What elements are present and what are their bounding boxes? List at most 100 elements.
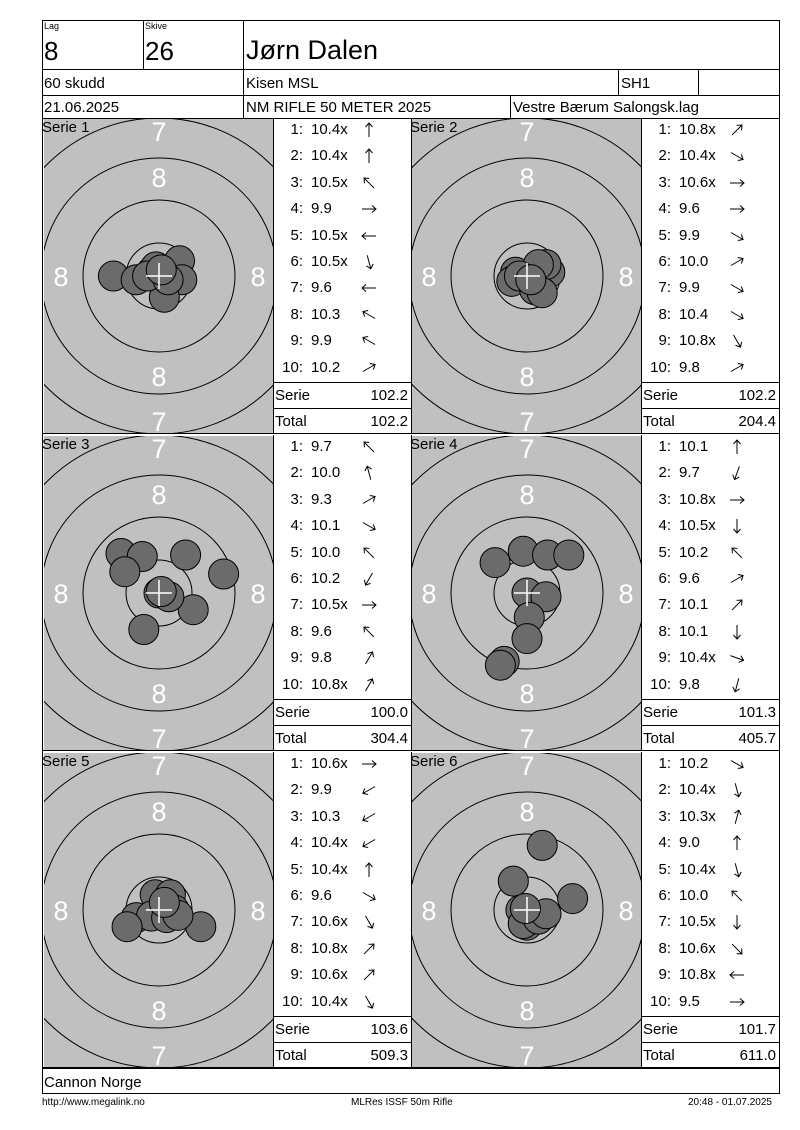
shot-hole bbox=[509, 892, 541, 924]
shot-row: 8: 10.8x bbox=[277, 936, 411, 962]
ring-number: 7 bbox=[151, 1041, 166, 1068]
shot-number: 1: bbox=[658, 438, 671, 455]
shot-score: 10.4x bbox=[679, 781, 716, 799]
summary-label: Total bbox=[275, 730, 307, 747]
shot-direction-arrow-icon bbox=[731, 124, 743, 136]
shot-score: 9.8 bbox=[679, 675, 700, 693]
target-ring bbox=[44, 157, 273, 395]
shot-number: 4: bbox=[290, 517, 303, 535]
shot-number: 4: bbox=[290, 200, 303, 218]
footer-url[interactable]: http://www.megalink.no bbox=[42, 1097, 145, 1108]
target-ring bbox=[82, 833, 236, 987]
shot-hole bbox=[515, 264, 547, 296]
shot-number: 2: bbox=[658, 464, 671, 482]
shot-hole bbox=[170, 539, 202, 571]
shot-score: 10.5x bbox=[311, 226, 348, 244]
shot-direction-arrow-icon bbox=[733, 334, 743, 348]
serie-title: Serie 3 bbox=[42, 436, 90, 453]
shot-row: 10: 10.8x bbox=[277, 672, 411, 698]
shot-score: 10.0 bbox=[311, 543, 341, 561]
summary-value: 509.3 bbox=[370, 1047, 408, 1064]
total-score-row: Total 509.3 bbox=[273, 1043, 411, 1069]
target-ring bbox=[44, 791, 273, 1029]
shot-score: 10.8x bbox=[311, 939, 348, 957]
shot-direction-arrow-icon bbox=[363, 441, 375, 453]
shot-number: 7: bbox=[658, 913, 671, 931]
target-image: 7 8 8 7 8 8 bbox=[44, 753, 273, 1068]
sponsor: Cannon Norge bbox=[44, 1074, 142, 1091]
shot-direction-arrow-icon bbox=[733, 439, 741, 454]
shot-number: 1: bbox=[290, 755, 303, 772]
shot-direction-arrow-icon bbox=[730, 205, 745, 214]
ring-number: 8 bbox=[421, 579, 436, 609]
shot-score: 10.8x bbox=[679, 332, 716, 350]
shot-row: 9: 10.8x bbox=[645, 962, 779, 988]
shot-row: 7: 10.1 bbox=[645, 592, 779, 618]
target-image: 7 8 8 7 8 8 bbox=[412, 753, 641, 1068]
shot-direction-arrow-icon bbox=[362, 336, 376, 346]
ring-number: 7 bbox=[151, 724, 166, 751]
ring-number: 8 bbox=[519, 996, 534, 1026]
shot-row: 2: 10.0 bbox=[277, 460, 411, 486]
shot-direction-arrow-icon bbox=[363, 969, 375, 981]
summary-value: 100.0 bbox=[370, 704, 408, 721]
shot-row: 9: 10.6x bbox=[277, 962, 411, 988]
center-cross bbox=[514, 580, 540, 606]
ring-number: 7 bbox=[151, 753, 166, 781]
shot-score: 10.6x bbox=[679, 173, 716, 191]
total-score-row: Total 102.2 bbox=[273, 409, 411, 435]
summary-value: 611.0 bbox=[739, 1047, 776, 1064]
shot-score: 10.2 bbox=[311, 358, 341, 376]
shot-row: 5: 10.5x bbox=[277, 223, 411, 249]
shot-number: 6: bbox=[290, 887, 303, 904]
shot-direction-arrow-icon bbox=[365, 677, 375, 691]
shot-direction-arrow-icon bbox=[365, 122, 373, 137]
shot-number: 6: bbox=[658, 887, 671, 904]
summary-value: 102.2 bbox=[370, 387, 408, 404]
shot-row: 4: 10.1 bbox=[277, 513, 411, 539]
shot-score: 9.6 bbox=[679, 200, 700, 218]
shot-score: 10.1 bbox=[679, 596, 709, 614]
shot-row: 2: 9.9 bbox=[277, 777, 411, 803]
ring-number: 7 bbox=[519, 1041, 534, 1068]
shot-row: 1: 10.2 bbox=[645, 751, 779, 777]
shot-row: 1: 9.7 bbox=[277, 434, 411, 460]
shot-score: 10.5x bbox=[311, 596, 348, 614]
shot-number: 3: bbox=[290, 807, 303, 825]
shot-number: 8: bbox=[658, 305, 671, 323]
shot-score: 10.4x bbox=[311, 834, 348, 852]
shot-row: 10: 9.5 bbox=[645, 989, 779, 1015]
ring-number: 8 bbox=[151, 996, 166, 1026]
class-code: SH1 bbox=[621, 75, 651, 92]
shot-row: 8: 10.4 bbox=[645, 302, 779, 328]
shot-number: 3: bbox=[658, 490, 671, 508]
shot-score: 10.4x bbox=[311, 860, 348, 878]
shot-row: 3: 10.5x bbox=[277, 170, 411, 196]
shot-score: 10.4x bbox=[679, 860, 716, 878]
summary-label: Serie bbox=[275, 704, 311, 721]
shot-hole bbox=[111, 911, 143, 943]
ring-number: 8 bbox=[618, 262, 633, 292]
shot-direction-arrow-icon bbox=[362, 892, 376, 902]
shot-direction-arrow-icon bbox=[730, 310, 744, 320]
shot-direction-arrow-icon bbox=[362, 760, 377, 768]
ring-number: 7 bbox=[151, 436, 166, 464]
shot-direction-arrow-icon bbox=[363, 943, 375, 955]
summary-value: 405.7 bbox=[738, 730, 776, 747]
ring-number: 8 bbox=[151, 362, 166, 392]
footer-timestamp: 20:48 - 01.07.2025 bbox=[688, 1097, 772, 1108]
shot-score: 10.4x bbox=[679, 147, 716, 165]
shot-number: 3: bbox=[290, 490, 303, 508]
shot-score: 9.9 bbox=[679, 279, 700, 297]
shot-score: 10.6x bbox=[311, 755, 348, 772]
shot-row: 6: 9.6 bbox=[645, 566, 779, 592]
shot-number: 7: bbox=[290, 913, 303, 931]
shot-hole bbox=[128, 613, 160, 645]
summary-label: Total bbox=[275, 1047, 307, 1064]
summary-value: 103.6 bbox=[370, 1021, 408, 1038]
shot-direction-arrow-icon bbox=[730, 284, 744, 294]
target-image: 7 8 8 7 8 8 bbox=[44, 119, 273, 434]
shot-row: 5: 10.0 bbox=[277, 540, 411, 566]
shot-row: 7: 9.6 bbox=[277, 275, 411, 301]
ring-number: 8 bbox=[53, 262, 68, 292]
